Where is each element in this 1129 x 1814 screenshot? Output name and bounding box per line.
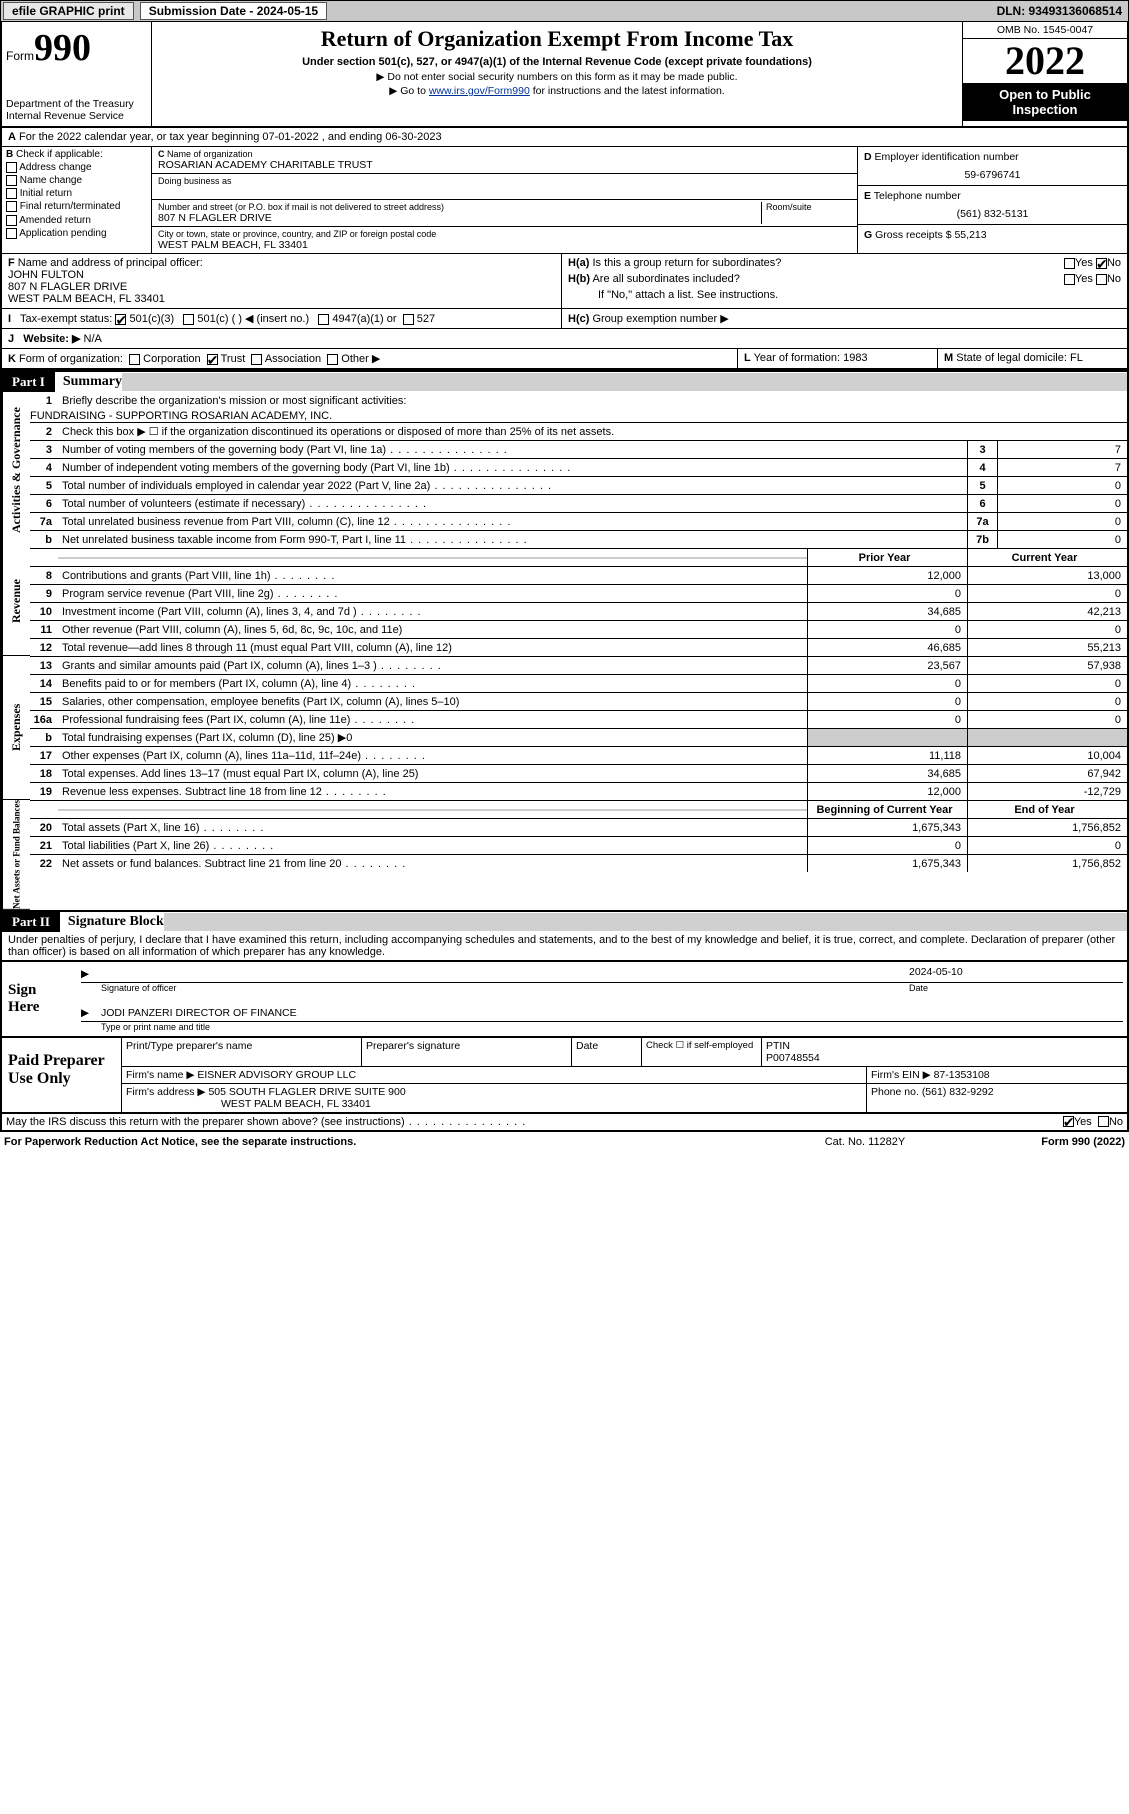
subtitle-1: Under section 501(c), 527, or 4947(a)(1)…	[158, 56, 956, 68]
firm-ein: 87-1353108	[934, 1069, 990, 1081]
efile-button[interactable]: efile GRAPHIC print	[3, 2, 134, 20]
part2-header: Part II Signature Block	[0, 912, 1129, 932]
form-number: 990	[34, 27, 91, 69]
declaration: Under penalties of perjury, I declare th…	[0, 932, 1129, 961]
paid-preparer: Paid Preparer Use Only Print/Type prepar…	[0, 1038, 1129, 1114]
firm-name: EISNER ADVISORY GROUP LLC	[197, 1069, 356, 1081]
submission-date: Submission Date - 2024-05-15	[140, 2, 327, 20]
goto-pre: ▶ Go to	[389, 85, 429, 97]
irs-discuss-row: May the IRS discuss this return with the…	[0, 1114, 1129, 1132]
row-i: I Tax-exempt status: 501(c)(3) 501(c) ( …	[0, 309, 1129, 329]
form-header: Form990 Department of the Treasury Inter…	[0, 22, 1129, 128]
dln: DLN: 93493136068514	[997, 4, 1128, 18]
row-klm: K Form of organization: Corporation Trus…	[0, 349, 1129, 370]
tax-year-range: For the 2022 calendar year, or tax year …	[19, 131, 442, 143]
street-address: 807 N FLAGLER DRIVE	[158, 212, 761, 224]
section-c: C Name of organization ROSARIAN ACADEMY …	[152, 147, 857, 253]
subtitle-3: ▶ Go to www.irs.gov/Form990 for instruct…	[158, 85, 956, 97]
officer-name: JOHN FULTON	[8, 269, 84, 281]
ptin: P00748554	[766, 1052, 820, 1064]
part1-header: Part I Summary	[0, 370, 1129, 392]
phone-label: Telephone number	[874, 190, 961, 202]
side-governance: Activities & Governance	[2, 392, 30, 548]
gross-label: Gross receipts $	[875, 229, 951, 241]
officer-name-title: JODI PANZERI DIRECTOR OF FINANCE	[101, 1007, 297, 1019]
form990-link[interactable]: www.irs.gov/Form990	[429, 85, 530, 97]
mission-text: FUNDRAISING - SUPPORTING ROSARIAN ACADEM…	[30, 410, 1127, 422]
info-block: B Check if applicable: Address change Na…	[0, 147, 1129, 254]
topbar: efile GRAPHIC print Submission Date - 20…	[0, 0, 1129, 22]
row-f-h: F Name and address of principal officer:…	[0, 254, 1129, 309]
phone: (561) 832-5131	[864, 202, 1121, 220]
ein-label: Employer identification number	[875, 151, 1019, 163]
signature-block: Sign Here ▶ 2024-05-10 Signature of offi…	[0, 961, 1129, 1038]
org-name: ROSARIAN ACADEMY CHARITABLE TRUST	[158, 159, 851, 171]
gross-receipts: 55,213	[954, 229, 986, 241]
form-pre: Form	[6, 49, 34, 63]
row-j: J Website: ▶ N/A	[0, 329, 1129, 349]
subtitle-2: ▶ Do not enter social security numbers o…	[158, 71, 956, 83]
ein: 59-6796741	[864, 163, 1121, 181]
preparer-phone: (561) 832-9292	[922, 1086, 994, 1098]
section-b: B Check if applicable: Address change Na…	[2, 147, 152, 253]
row-a: A For the 2022 calendar year, or tax yea…	[0, 128, 1129, 147]
city-state-zip: WEST PALM BEACH, FL 33401	[158, 239, 851, 251]
omb-number: OMB No. 1545-0047	[963, 22, 1127, 39]
irs: Internal Revenue Service	[6, 110, 147, 122]
department: Department of the Treasury	[6, 98, 147, 110]
form-footer: For Paperwork Reduction Act Notice, see …	[0, 1132, 1129, 1152]
tax-year: 2022	[963, 39, 1127, 83]
side-net-assets: Net Assets or Fund Balances	[2, 800, 30, 910]
open-to-public: Open to PublicInspection	[963, 83, 1127, 121]
form-title: Return of Organization Exempt From Incom…	[158, 26, 956, 52]
side-revenue: Revenue	[2, 548, 30, 656]
website: N/A	[84, 333, 102, 345]
side-expenses: Expenses	[2, 656, 30, 800]
goto-post: for instructions and the latest informat…	[530, 85, 725, 97]
